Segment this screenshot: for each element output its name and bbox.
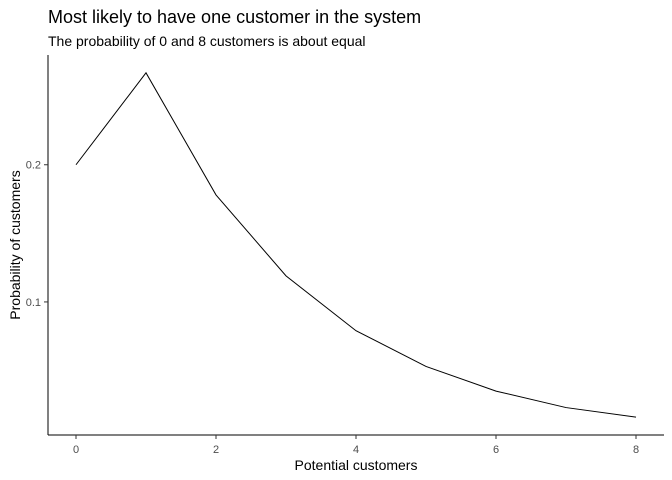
- x-tick-label: 4: [353, 444, 359, 456]
- x-axis-ticks: 0 2 4 6 8: [73, 435, 639, 456]
- chart-title: Most likely to have one customer in the …: [48, 7, 421, 27]
- plot-area: 0 2 4 6 8 0.1 0.2: [26, 55, 664, 456]
- x-axis-title: Potential customers: [295, 457, 418, 473]
- series-line: [75, 71, 637, 418]
- y-axis-title: Probability of customers: [7, 170, 23, 319]
- chart-subtitle: The probability of 0 and 8 customers is …: [48, 33, 366, 49]
- x-tick-label: 8: [633, 444, 639, 456]
- x-tick-label: 6: [493, 444, 499, 456]
- x-tick-label: 2: [213, 444, 219, 456]
- y-tick-label: 0.2: [26, 160, 41, 172]
- y-axis-ticks: 0.1 0.2: [26, 160, 48, 309]
- x-tick-label: 0: [73, 444, 79, 456]
- y-tick-label: 0.1: [26, 297, 41, 309]
